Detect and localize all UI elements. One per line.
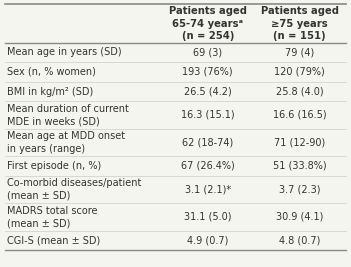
Text: 51 (33.8%): 51 (33.8%)	[273, 161, 327, 171]
Text: 3.1 (2.1)*: 3.1 (2.1)*	[185, 184, 231, 194]
Text: Mean age in years (SD): Mean age in years (SD)	[7, 48, 121, 57]
Text: 3.7 (2.3): 3.7 (2.3)	[279, 184, 320, 194]
Text: 62 (18-74): 62 (18-74)	[182, 138, 233, 147]
Text: Co-morbid diseases/patient
(mean ± SD): Co-morbid diseases/patient (mean ± SD)	[7, 178, 141, 201]
Text: 120 (79%): 120 (79%)	[274, 67, 325, 77]
Text: 71 (12-90): 71 (12-90)	[274, 138, 325, 147]
Text: 4.9 (0.7): 4.9 (0.7)	[187, 235, 229, 245]
Text: Sex (n, % women): Sex (n, % women)	[7, 67, 95, 77]
Text: 25.8 (4.0): 25.8 (4.0)	[276, 87, 324, 96]
Text: 26.5 (4.2): 26.5 (4.2)	[184, 87, 232, 96]
Text: First episode (n, %): First episode (n, %)	[7, 161, 101, 171]
Text: 16.3 (15.1): 16.3 (15.1)	[181, 110, 234, 120]
Text: 67 (26.4%): 67 (26.4%)	[181, 161, 234, 171]
Text: 30.9 (4.1): 30.9 (4.1)	[276, 212, 324, 222]
Text: 79 (4): 79 (4)	[285, 48, 314, 57]
Text: Patients aged
≥75 years
(n = 151): Patients aged ≥75 years (n = 151)	[261, 6, 339, 41]
Text: MADRS total score
(mean ± SD): MADRS total score (mean ± SD)	[7, 206, 97, 228]
Text: 31.1 (5.0): 31.1 (5.0)	[184, 212, 232, 222]
Text: BMI in kg/m² (SD): BMI in kg/m² (SD)	[7, 87, 93, 96]
Text: Mean age at MDD onset
in years (range): Mean age at MDD onset in years (range)	[7, 131, 125, 154]
Text: Mean duration of current
MDE in weeks (SD): Mean duration of current MDE in weeks (S…	[7, 104, 128, 126]
Text: 69 (3): 69 (3)	[193, 48, 222, 57]
Text: 4.8 (0.7): 4.8 (0.7)	[279, 235, 320, 245]
Text: Patients aged
65-74 yearsᵃ
(n = 254): Patients aged 65-74 yearsᵃ (n = 254)	[169, 6, 247, 41]
Text: CGI-S (mean ± SD): CGI-S (mean ± SD)	[7, 235, 100, 245]
Text: 193 (76%): 193 (76%)	[183, 67, 233, 77]
Text: 16.6 (16.5): 16.6 (16.5)	[273, 110, 327, 120]
